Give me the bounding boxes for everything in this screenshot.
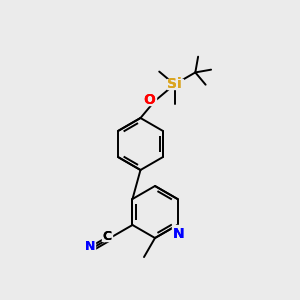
Text: N: N <box>85 239 95 253</box>
Bar <box>144 95 156 105</box>
Text: N: N <box>85 239 95 253</box>
Text: Si: Si <box>167 77 182 92</box>
Text: N: N <box>173 227 184 241</box>
Bar <box>167 80 182 89</box>
Text: O: O <box>144 93 156 107</box>
Text: C: C <box>103 230 112 242</box>
Text: C: C <box>103 230 112 242</box>
Bar <box>102 232 112 241</box>
Bar <box>172 225 185 235</box>
Bar <box>85 242 95 250</box>
Text: Si: Si <box>167 77 182 92</box>
Text: O: O <box>144 93 156 107</box>
Text: N: N <box>173 227 184 241</box>
